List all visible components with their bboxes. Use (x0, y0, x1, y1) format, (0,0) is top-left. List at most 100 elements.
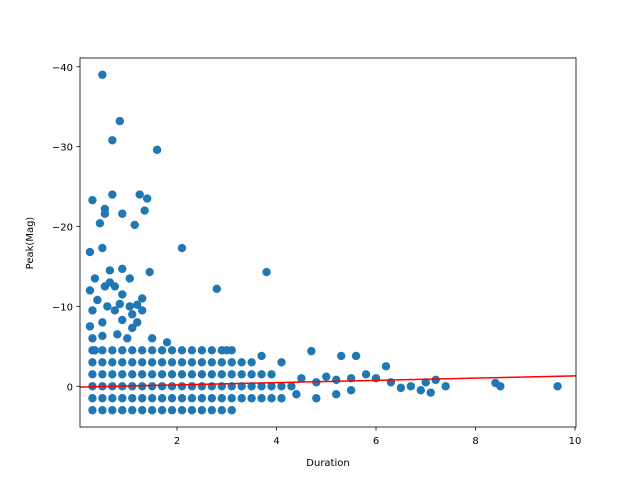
point (346, 386, 356, 395)
point (177, 406, 187, 415)
point (307, 346, 316, 356)
point (207, 406, 217, 415)
point (108, 136, 117, 145)
point (85, 322, 95, 331)
point (287, 382, 296, 391)
point (118, 315, 127, 325)
point (137, 294, 147, 303)
point (381, 362, 391, 371)
point (88, 358, 97, 367)
point (277, 394, 286, 403)
point (197, 406, 207, 415)
point (125, 302, 134, 311)
x-tick-label: 6 (373, 436, 379, 447)
y-tick-label: −10 (52, 302, 73, 313)
point (85, 286, 95, 295)
point (177, 382, 187, 391)
point (108, 190, 117, 199)
point (167, 406, 177, 415)
point (177, 370, 187, 379)
point (157, 346, 167, 355)
point (137, 394, 147, 403)
point (227, 358, 236, 367)
point (217, 406, 226, 415)
point (257, 394, 266, 403)
point (157, 382, 167, 391)
point (128, 406, 137, 415)
point (257, 382, 266, 391)
point (157, 394, 167, 403)
point (88, 406, 97, 415)
point (152, 145, 162, 155)
point (197, 370, 207, 379)
point (187, 370, 197, 379)
point (177, 243, 187, 253)
point (110, 282, 120, 291)
point (135, 190, 144, 199)
point (222, 346, 231, 355)
point (147, 358, 157, 367)
point (157, 406, 167, 415)
point (108, 346, 117, 355)
point (85, 247, 95, 257)
point (90, 274, 100, 283)
fit-line (79, 375, 577, 388)
point (140, 206, 149, 215)
point (147, 394, 157, 403)
point (110, 306, 120, 315)
point (147, 406, 157, 415)
point (118, 209, 127, 218)
x-tick-label: 8 (472, 436, 478, 447)
point (431, 375, 440, 385)
point (162, 338, 172, 347)
point (108, 394, 117, 403)
point (98, 70, 107, 79)
point (187, 394, 197, 403)
point (137, 370, 147, 379)
point (237, 370, 246, 379)
point (416, 386, 425, 395)
point (227, 394, 236, 403)
point (262, 267, 271, 277)
point (396, 383, 406, 393)
point (426, 388, 435, 397)
point (167, 370, 177, 379)
point (98, 394, 107, 403)
point (207, 346, 217, 355)
point (113, 330, 122, 339)
point (177, 358, 187, 367)
y-tick-label: 0 (67, 382, 73, 393)
point (118, 394, 127, 403)
point (406, 382, 416, 391)
point (553, 382, 562, 391)
point (197, 382, 207, 391)
point (145, 267, 154, 277)
point (128, 346, 137, 355)
point (247, 358, 256, 367)
point (88, 334, 97, 343)
point (137, 346, 147, 355)
point (167, 382, 177, 391)
x-axis-label: Duration (306, 458, 349, 469)
point (292, 390, 301, 399)
point (207, 358, 217, 367)
point (267, 394, 276, 403)
point (267, 382, 276, 391)
point (88, 195, 97, 205)
point (147, 334, 157, 343)
point (108, 406, 117, 415)
point (93, 295, 102, 305)
point (88, 394, 97, 403)
point (95, 219, 105, 228)
point (88, 370, 97, 379)
point (98, 358, 107, 367)
point (361, 370, 371, 379)
point (118, 370, 127, 379)
point (108, 358, 117, 367)
point (257, 351, 266, 361)
point (227, 406, 236, 415)
point (118, 346, 127, 355)
point (98, 346, 107, 355)
point (103, 302, 112, 311)
